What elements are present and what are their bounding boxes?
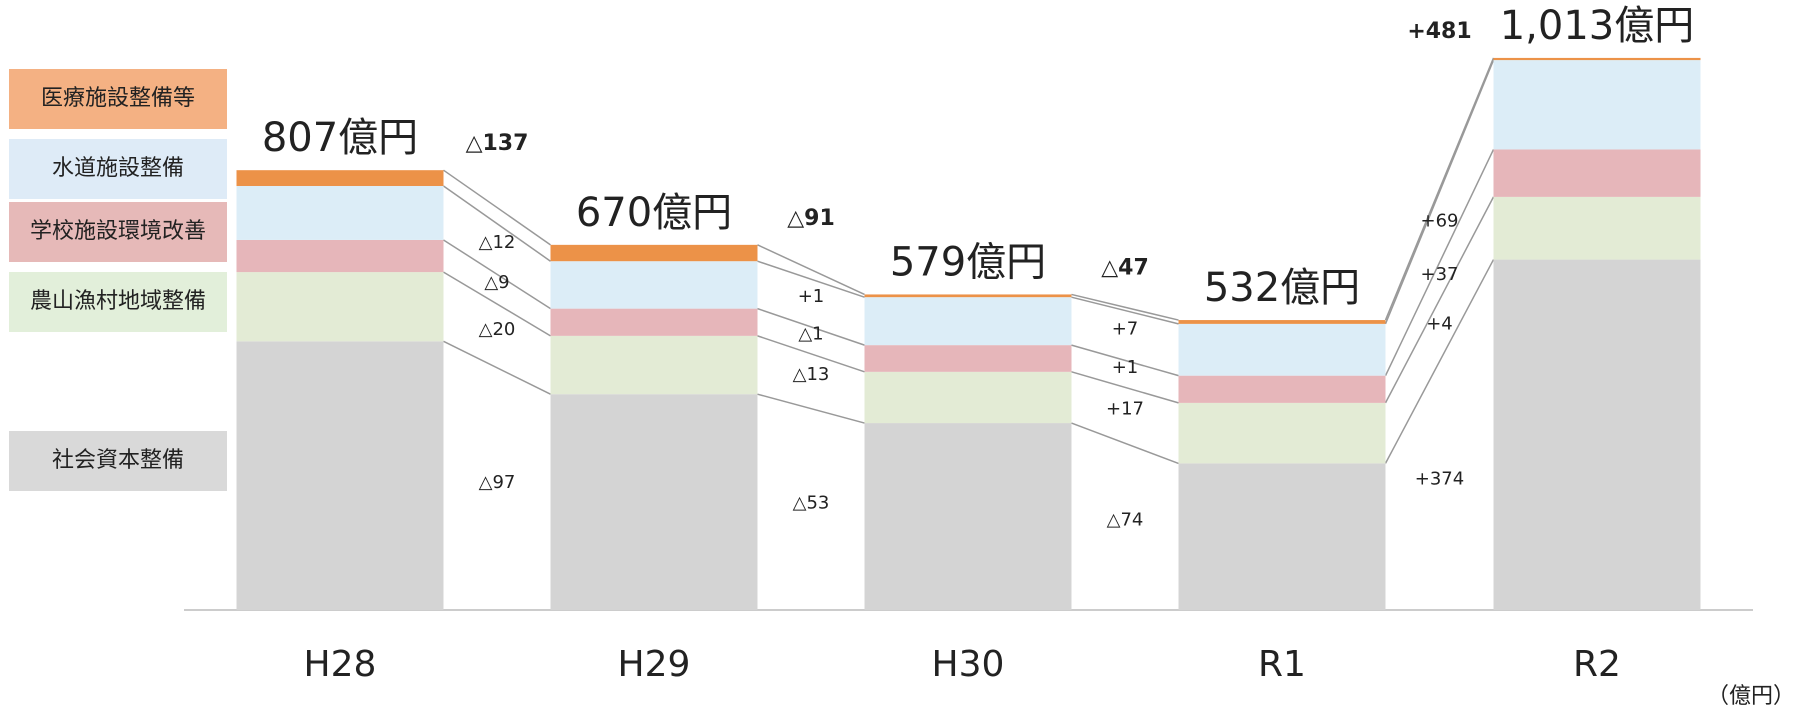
connector-line [1071, 422, 1179, 465]
legend-label: 水道施設整備 [52, 156, 184, 181]
total-change-label: △47 [1101, 255, 1149, 280]
legend-swatch [9, 69, 227, 129]
bar-segment [1493, 60, 1701, 150]
legend-label: 社会資本整備 [52, 448, 184, 473]
change-label: △20 [479, 319, 516, 340]
total-change-label: △91 [787, 206, 835, 231]
connector-line [443, 169, 551, 246]
change-label: +1 [1112, 357, 1139, 378]
total-label: 532億円 [1204, 265, 1360, 311]
bar-segment [864, 294, 1072, 298]
legend-swatch [9, 202, 227, 262]
bar-segment [864, 371, 1072, 424]
connector-line [1071, 293, 1179, 321]
bar-segment [236, 341, 444, 610]
connector-line [757, 393, 865, 424]
x-tick-label: R2 [1573, 644, 1621, 685]
legend-swatch [9, 139, 227, 199]
connector-line [757, 260, 865, 298]
bar-segment [864, 345, 1072, 372]
change-label: +37 [1421, 264, 1459, 285]
x-tick-label: H28 [304, 644, 377, 685]
x-tick-label: H29 [618, 644, 691, 685]
bar-segment [550, 308, 758, 336]
legend-label: 医療施設整備等 [41, 86, 195, 111]
total-change-label: △137 [466, 131, 529, 156]
connector-line [443, 239, 551, 310]
bar-segment [1493, 196, 1701, 260]
bar-segment [550, 335, 758, 395]
x-tick-label: R1 [1258, 644, 1306, 685]
connector-line [757, 307, 865, 346]
x-tick-label: H30 [932, 644, 1005, 685]
change-label: △53 [793, 492, 830, 513]
total-label: 579億円 [890, 239, 1046, 285]
connector-line [1384, 149, 1495, 376]
bar-segment [550, 261, 758, 309]
total-label: 670億円 [576, 190, 732, 236]
unit-label: （億円） [1707, 684, 1795, 709]
connector-line [757, 335, 865, 373]
legend-swatch [9, 431, 227, 491]
bar-segment [1493, 57, 1701, 61]
change-label: +374 [1415, 469, 1464, 490]
legend-swatch [9, 272, 227, 332]
connector-line [1384, 57, 1495, 321]
change-label: +4 [1426, 314, 1453, 335]
total-label: 1,013億円 [1500, 3, 1695, 49]
bar-segment [1178, 402, 1386, 464]
connector-line [1071, 296, 1179, 325]
total-label: 807億円 [262, 115, 418, 161]
connector-line [443, 185, 551, 262]
bar-segment [864, 297, 1072, 346]
bar-segment [236, 170, 444, 186]
change-label: △1 [798, 323, 823, 344]
change-label: △74 [1107, 510, 1144, 531]
change-label: +17 [1106, 398, 1144, 419]
connector-line [1384, 259, 1495, 464]
bar-segment [1178, 323, 1386, 376]
bar-segment [550, 394, 758, 610]
bar-segment [1178, 375, 1386, 403]
connector-line [1384, 196, 1495, 404]
bar-segment [864, 423, 1072, 610]
legend-label: 学校施設環境改善 [30, 219, 206, 244]
legend-label: 農山漁村地域整備 [30, 289, 206, 314]
bar-segment [236, 185, 444, 240]
bar-segment [550, 244, 758, 262]
bar-segment [1493, 149, 1701, 197]
change-label: △9 [484, 272, 509, 293]
connector-line [1384, 59, 1495, 325]
change-label: +69 [1421, 210, 1459, 231]
connector-line [1071, 344, 1179, 377]
bar-segment [236, 272, 444, 342]
change-label: +7 [1112, 318, 1139, 339]
connector-line [443, 271, 551, 337]
change-label: △13 [793, 364, 830, 385]
bar-segment [1493, 259, 1701, 610]
connector-line [1071, 371, 1179, 404]
total-change-label: +481 [1407, 19, 1471, 44]
bar-segment [1178, 463, 1386, 610]
connector-line [757, 244, 865, 296]
change-label: △12 [479, 232, 516, 253]
bar-segment [236, 239, 444, 273]
connector-line [443, 340, 551, 395]
bar-segment [1178, 320, 1386, 324]
change-label: +1 [798, 286, 825, 307]
change-label: △97 [479, 472, 516, 493]
